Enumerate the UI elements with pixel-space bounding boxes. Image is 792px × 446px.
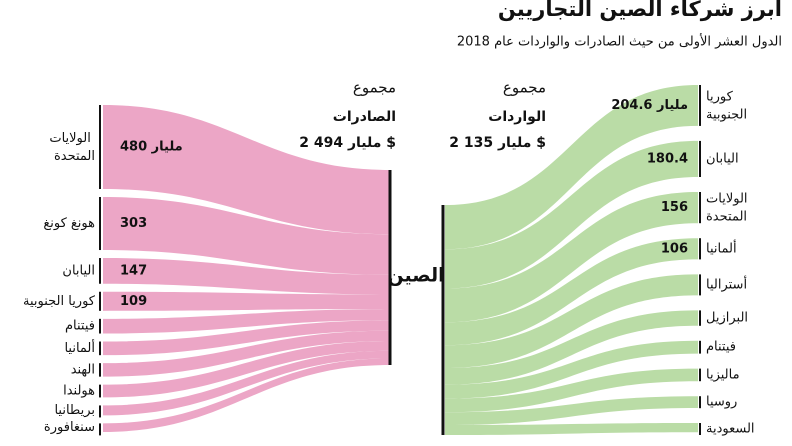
value-label: 106 — [661, 241, 688, 256]
category-label: كوريا الجنوبية — [706, 89, 747, 122]
category-label: البرازيل — [706, 311, 748, 326]
export-flow — [103, 320, 389, 356]
import-flow — [445, 85, 698, 250]
category-label: هولندا — [63, 384, 95, 399]
import-flow — [445, 423, 698, 435]
chart-title: أبرز شركاء الصين التجاريين — [498, 0, 782, 21]
category-label: بريطانيا — [54, 403, 95, 418]
category-label: ألمانيا — [64, 339, 95, 356]
total-name: الواردات — [488, 109, 546, 125]
export-flow — [103, 330, 389, 377]
total-label: 2 135 مليار $ — [449, 135, 546, 151]
category-label: اليابان — [706, 151, 739, 166]
export-flow — [103, 309, 389, 334]
category-label: سنغافورة — [44, 420, 95, 435]
export-flow — [103, 258, 389, 295]
category-label: فيتنام — [706, 340, 736, 355]
category-label: ماليزيا — [706, 367, 740, 382]
category-label: ألمانيا — [706, 239, 737, 256]
value-label: 480 مليار — [120, 140, 183, 155]
category-label: الولايات المتحدة — [49, 131, 95, 164]
total-name: الصادرات — [333, 109, 396, 125]
total-label: 2 494 مليار $ — [299, 135, 396, 151]
import-flow — [445, 274, 698, 369]
center-label: الصين — [387, 265, 444, 287]
category-label: الهند — [71, 362, 95, 377]
value-label: 156 — [661, 200, 688, 215]
value-label: 109 — [120, 294, 147, 309]
value-label: 303 — [120, 216, 147, 231]
export-flow — [103, 341, 389, 398]
category-label: فيتنام — [65, 319, 95, 334]
import-flow — [445, 340, 698, 399]
total-caption: مجموع — [353, 79, 396, 97]
category-label: اليابان — [62, 263, 95, 278]
import-flow — [445, 140, 698, 289]
export-flow — [103, 197, 389, 275]
import-flow — [445, 192, 698, 323]
value-label: 204.6 مليار — [611, 98, 688, 113]
chart-subtitle: الدول العشر الأولى من حيث الصادرات والوا… — [457, 33, 782, 50]
export-flow — [103, 291, 389, 311]
category-label: روسيا — [706, 395, 737, 410]
value-label: 180.4 — [647, 151, 688, 166]
total-caption: مجموع — [503, 79, 546, 97]
category-label: هونغ كونغ — [43, 216, 95, 231]
export-flow — [103, 358, 389, 432]
import-flow — [445, 238, 698, 346]
value-label: 147 — [120, 263, 147, 278]
import-flow — [445, 310, 698, 385]
export-flow — [103, 105, 389, 235]
export-flow — [103, 350, 389, 416]
import-flow — [445, 396, 698, 426]
import-flow — [445, 368, 698, 413]
category-label: الولايات المتحدة — [706, 191, 752, 224]
category-label: كوريا الجنوبية — [23, 294, 96, 309]
category-label: أستراليا — [706, 275, 747, 292]
category-label: السعودية — [706, 422, 755, 437]
